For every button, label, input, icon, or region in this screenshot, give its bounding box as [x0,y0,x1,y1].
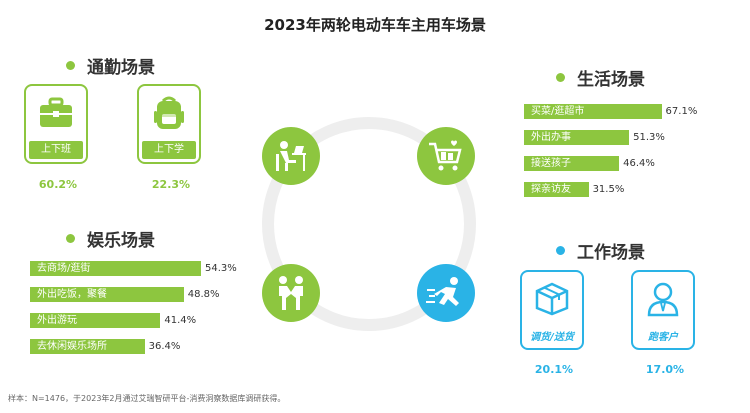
life-title-text: 生活场景 [577,70,645,90]
work-section-title: 工作场景 [556,238,645,263]
bar [30,339,145,354]
page-title: 2023年两轮电动车车主用车场景 [264,16,486,34]
bar-category-label: 去商场/逛街 [37,263,91,274]
bar-category-label: 探亲访友 [531,184,571,195]
life-section-title: 生活场景 [556,65,645,90]
bar [524,130,630,145]
bar-row: 买菜/逛超市 67.1% [524,104,712,119]
bar-value-label: 67.1% [665,106,698,117]
commute-section-title: 通勤场景 [66,53,155,78]
bar-value-label: 48.8% [187,289,220,300]
bar-category-label: 外出游玩 [37,315,77,326]
life-dot [556,73,565,82]
bar-category-label: 外出吃饭，聚餐 [37,289,107,300]
person-icon [633,272,693,326]
bar [30,287,184,302]
commute-value-school: 22.3% [151,178,191,191]
backpack-icon [139,86,199,140]
bar-category-label: 买菜/逛超市 [531,106,585,117]
commute-card-label: 上下班 [29,141,83,159]
work-value-clients: 17.0% [645,363,685,376]
running-person-icon [417,264,475,322]
bar-value-label: 36.4% [148,341,181,352]
commute-dot [66,61,75,70]
briefcase-icon [26,86,86,140]
bar-row: 外出办事 51.3% [524,130,679,145]
commute-title-text: 通勤场景 [87,58,155,78]
bar [524,156,620,171]
package-icon [522,272,582,326]
entertainment-title-text: 娱乐场景 [87,231,155,251]
work-title-text: 工作场景 [577,243,645,263]
bar-value-label: 41.4% [164,315,197,326]
work-card-delivery: 调货/送货 [520,270,584,350]
bar-category-label: 接送孩子 [531,158,571,169]
desk-worker-icon [262,127,320,185]
footnote: 样本：N=1476，于2023年2月通过艾瑞智研平台-消费洞察数据库调研获得。 [8,394,286,403]
entertainment-dot [66,234,75,243]
bar-category-label: 去休闲娱乐场所 [37,341,107,352]
bar-category-label: 外出办事 [531,132,571,143]
bar-row: 外出游玩 41.4% [30,313,210,328]
bar-value-label: 46.4% [623,158,655,169]
work-card-clients: 跑客户 [631,270,695,350]
work-dot [556,246,565,255]
commute-card-label: 上下学 [142,141,196,159]
bar-row: 去休闲娱乐场所 36.4% [30,339,195,354]
bar-row: 接送孩子 46.4% [524,156,669,171]
commute-value-work: 60.2% [38,178,78,191]
bar [30,261,202,276]
bar-row: 外出吃饭，聚餐 48.8% [30,287,234,302]
bar-row: 去商场/逛街 54.3% [30,261,251,276]
work-card-label: 跑客户 [648,332,678,343]
bar [524,182,589,197]
work-card-label: 调货/送货 [530,332,574,343]
bar-value-label: 51.3% [633,132,665,143]
bar-value-label: 54.3% [205,263,237,274]
bar [30,313,161,328]
handshake-icon [262,264,320,322]
shopping-cart-icon [417,127,475,185]
bar [524,104,662,119]
commute-card-work: 上下班 [24,84,88,164]
bar-value-label: 31.5% [592,184,625,195]
commute-card-school: 上下学 [137,84,201,164]
work-value-delivery: 20.1% [534,363,574,376]
bar-row: 探亲访友 31.5% [524,182,639,197]
entertainment-section-title: 娱乐场景 [66,226,155,251]
